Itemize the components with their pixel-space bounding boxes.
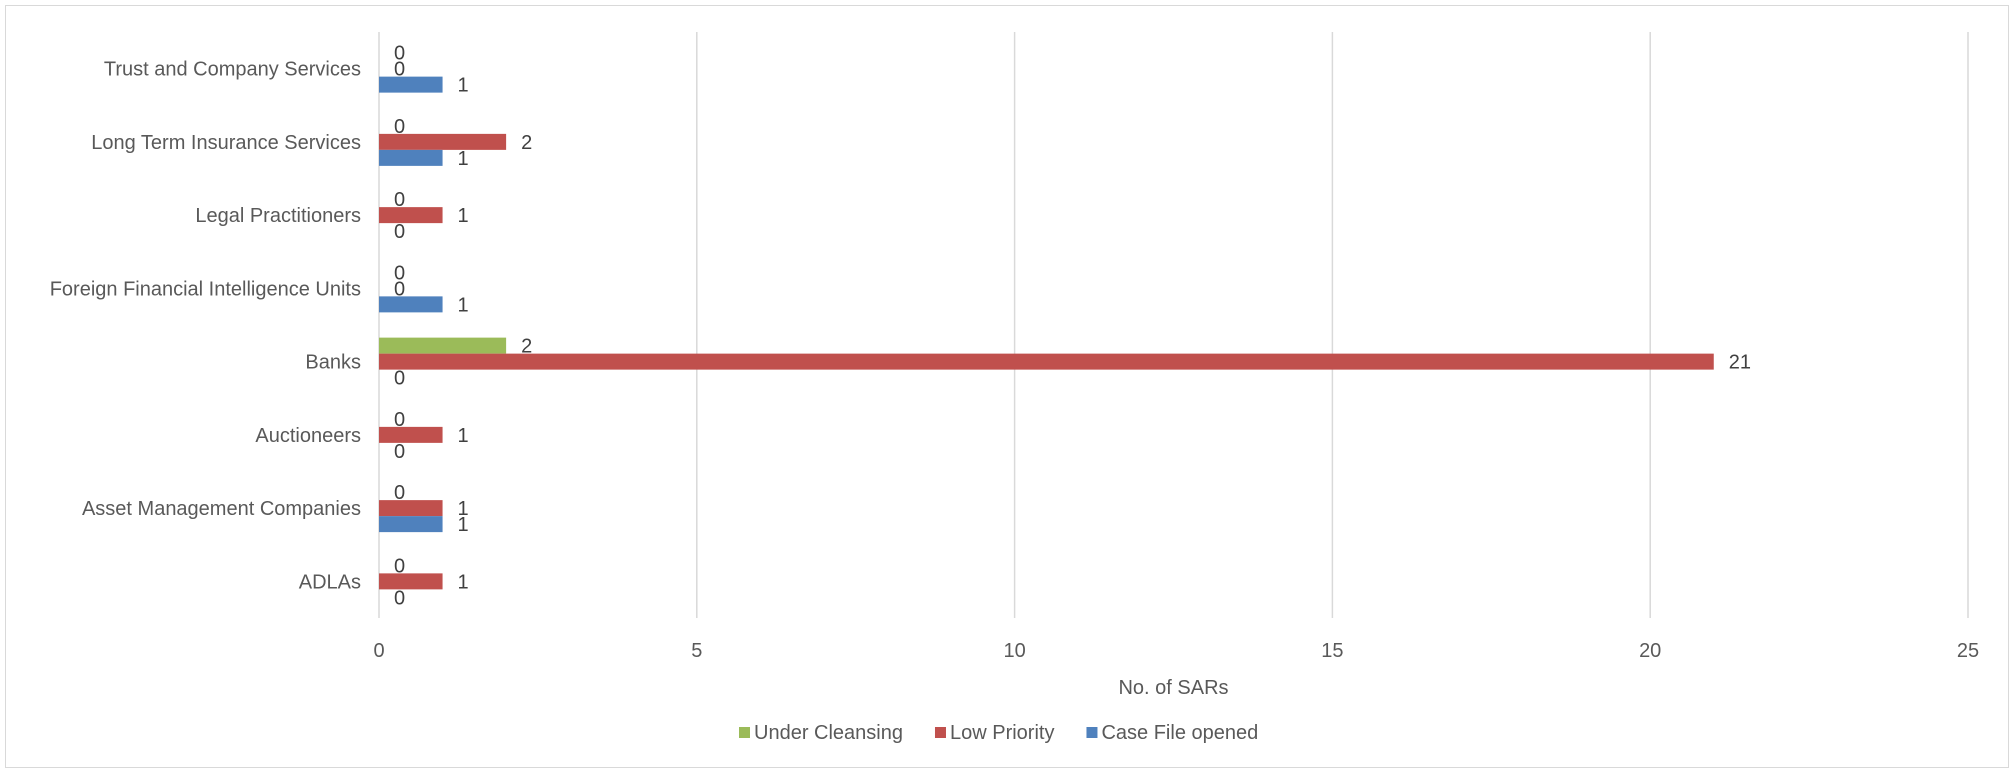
chart-frame: 0 1 0 0 1 1 0 1 0 2 21 0 0 0 1 0 1 0 0 2 1 0 0 1 ADLAs Asset Man… <box>5 5 2009 768</box>
data-label-0-0: 0 <box>394 555 405 577</box>
x-axis-title: No. of SARs <box>1118 677 1228 699</box>
data-label-1-4: 0 <box>394 278 405 300</box>
data-label-0-5: 0 <box>394 189 405 211</box>
bar-2-4 <box>379 296 443 313</box>
data-label-2-0: 0 <box>394 587 405 609</box>
data-label-0-7: 0 <box>394 43 405 65</box>
category-label-4: Foreign Financial Intelligence Units <box>50 278 361 300</box>
data-label-0-4: 0 <box>394 262 405 284</box>
x-tick-label-1: 5 <box>691 640 702 662</box>
data-label-2-4: 1 <box>458 294 469 316</box>
category-label-0: ADLAs <box>299 571 361 593</box>
data-label-1-6: 2 <box>521 132 532 154</box>
data-label-2-1: 1 <box>458 514 469 536</box>
legend-label-2: Case File opened <box>1101 722 1258 744</box>
category-label-5: Legal Practitioners <box>195 205 361 227</box>
bars <box>379 76 1714 590</box>
category-labels: ADLAs Asset Management Companies Auctionee… <box>50 59 361 594</box>
bar-1-0 <box>379 573 443 590</box>
data-label-1-2: 1 <box>458 425 469 447</box>
bar-2-6 <box>379 149 443 166</box>
bar-2-1 <box>379 516 443 533</box>
data-label-1-7: 0 <box>394 59 405 81</box>
data-label-0-3: 2 <box>521 336 532 358</box>
category-label-1: Asset Management Companies <box>82 498 361 520</box>
data-label-1-5: 1 <box>458 205 469 227</box>
data-label-2-6: 1 <box>458 148 469 170</box>
bar-1-2 <box>379 426 443 443</box>
category-label-6: Long Term Insurance Services <box>91 132 361 154</box>
bar-0-3 <box>379 337 507 354</box>
category-label-7: Trust and Company Services <box>104 59 361 81</box>
category-label-2: Auctioneers <box>255 425 361 447</box>
data-label-0-2: 0 <box>394 409 405 431</box>
data-label-2-7: 1 <box>458 75 469 97</box>
category-label-3: Banks <box>305 352 361 374</box>
x-tick-label-3: 15 <box>1321 640 1343 662</box>
data-label-2-2: 0 <box>394 441 405 463</box>
x-tick-label-4: 20 <box>1639 640 1661 662</box>
data-label-1-3: 21 <box>1729 352 1751 374</box>
legend-swatch-2 <box>1086 727 1098 738</box>
x-tick-labels: 0 5 10 15 20 25 <box>373 640 1979 662</box>
bar-1-6 <box>379 133 507 150</box>
data-label-0-6: 0 <box>394 116 405 138</box>
gridlines <box>378 32 1969 618</box>
x-tick-label-2: 10 <box>1003 640 1025 662</box>
data-label-2-3: 0 <box>394 368 405 390</box>
data-label-1-1: 1 <box>458 498 469 520</box>
x-tick-label-5: 25 <box>1957 640 1979 662</box>
data-label-2-5: 0 <box>394 221 405 243</box>
bar-1-5 <box>379 207 443 224</box>
legend: Under Cleansing Low Priority Case File ope… <box>739 722 1258 744</box>
data-label-0-1: 0 <box>394 482 405 504</box>
x-tick-label-0: 0 <box>373 640 384 662</box>
bar-1-3 <box>379 353 1714 370</box>
bar-1-1 <box>379 500 443 517</box>
legend-label-0: Under Cleansing <box>754 722 903 744</box>
legend-swatch-0 <box>739 727 750 738</box>
legend-label-1: Low Priority <box>950 722 1054 744</box>
bar-2-7 <box>379 76 443 93</box>
data-label-1-0: 1 <box>458 571 469 593</box>
legend-swatch-1 <box>934 727 946 738</box>
